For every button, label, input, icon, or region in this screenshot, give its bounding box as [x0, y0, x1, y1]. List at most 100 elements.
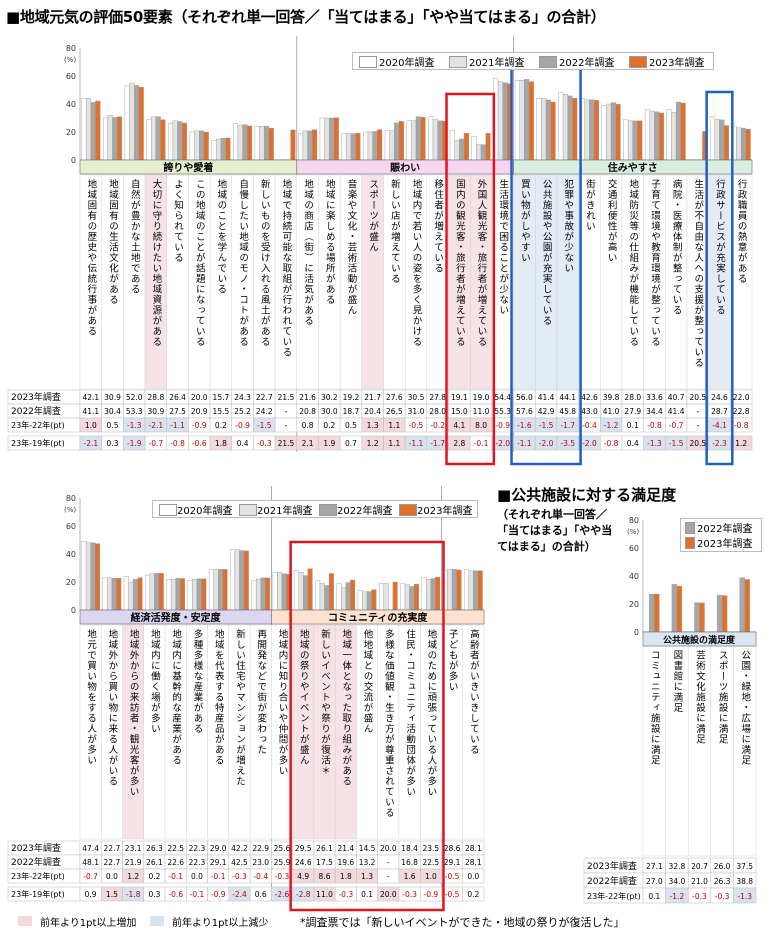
table-value: -0.8 — [604, 439, 619, 448]
main-title: ■地域元気の評価50要素（それぞれ単一回答／「当てはまる」「やや当てはまる」の合… — [6, 8, 606, 26]
bar — [454, 140, 460, 161]
category-label: スポーツ施設に満足 — [717, 650, 729, 745]
table-value: 20.7 — [691, 862, 708, 871]
bar — [675, 101, 681, 161]
bar — [437, 120, 443, 161]
legend-top: 2020年調査 2021年調査 2022年調査 2023年調査 — [352, 52, 714, 70]
bar — [400, 583, 406, 611]
bar — [155, 116, 161, 161]
table-value: 22.3 — [189, 858, 206, 867]
bar — [239, 550, 245, 611]
category-label: 行政サービスが充実している — [714, 178, 726, 315]
table-value: 0.4 — [627, 439, 639, 448]
table-value: -1.2 — [604, 421, 619, 430]
category-label: 地域の祭りやイベントが盛ん — [298, 628, 310, 765]
legend-swatch-2020 — [159, 504, 177, 516]
bar — [307, 130, 313, 161]
table-value: -2.0 — [539, 439, 554, 448]
table-value: - — [387, 872, 390, 881]
category-label: 生活環境で困ることが少ない — [497, 178, 509, 315]
table-value: 47.4 — [82, 844, 99, 853]
bar — [372, 131, 378, 161]
table-value: 42.5 — [231, 858, 248, 867]
y-tick-label: 0 — [71, 156, 76, 165]
table-value: 29.1 — [210, 858, 227, 867]
bar — [736, 127, 742, 161]
bar — [671, 112, 677, 161]
table-value: 57.6 — [516, 407, 533, 416]
bar — [721, 595, 728, 633]
category-label: 自然が豊かな土地である — [129, 178, 141, 294]
row-label: 2023年調査 — [587, 860, 637, 872]
bar — [430, 578, 436, 611]
row-label: 2022年調査 — [587, 875, 637, 887]
public-group-label: 公共施設の満足度 — [663, 634, 736, 646]
bar — [572, 98, 578, 161]
table-value: -0.7 — [149, 439, 164, 448]
bar — [95, 100, 101, 161]
bar — [404, 584, 410, 611]
bar — [739, 577, 745, 633]
bar — [293, 570, 299, 611]
bar — [473, 570, 479, 611]
table-value: 20.8 — [299, 407, 316, 416]
bar — [319, 583, 325, 611]
table-value: 30.0 — [321, 407, 338, 416]
table-value: 34.4 — [646, 407, 663, 416]
table-value: 43.0 — [581, 407, 598, 416]
category-label: 子育て環境や教育環境が整っている — [649, 179, 661, 347]
footnote: *調査票では「新しいイベントができた・地域の祭りが復活した」 — [300, 916, 625, 929]
bar — [366, 591, 372, 611]
y-tick-label: 20 — [629, 600, 639, 609]
category-label: コミュニティ施設に満足 — [649, 650, 661, 766]
table-value: -0.9 — [495, 421, 510, 430]
table-value: 30.2 — [321, 393, 338, 402]
bar — [172, 120, 178, 161]
group-header-label: 経済活発度・安定度 — [131, 611, 222, 624]
row-label: 23年-19年(pt) — [11, 889, 65, 899]
bar — [324, 117, 330, 161]
highlight-box-red — [289, 540, 445, 912]
legend-label-2021: 2021年調査 — [257, 506, 313, 517]
bar — [476, 144, 482, 161]
category-label: 新しい住宅やマンションが増えた — [234, 628, 246, 786]
legend-label-2022: 2022年調査 — [337, 506, 393, 517]
category-label: 子どもが多い — [447, 629, 459, 692]
category-label: 交通利便性が高い — [606, 178, 618, 263]
table-value: -0.3 — [402, 890, 417, 899]
table-value: 22.5 — [422, 858, 439, 867]
table-value: 42.9 — [538, 407, 555, 416]
y-unit-label: (%) — [64, 56, 76, 64]
table-value: 53.3 — [126, 407, 143, 416]
table-value: 21.5 — [278, 439, 295, 448]
bar — [502, 82, 508, 161]
category-label: 地域一体となった取り組みがある — [340, 628, 352, 786]
category-label: 地元で買い物をする人が多い — [85, 628, 97, 765]
table-value: -0.8 — [734, 421, 749, 430]
table-value: 21.7 — [364, 393, 381, 402]
category-label: 音楽や文化・芸術活動が盛ん — [345, 178, 357, 315]
group-header-label: コミュニティの充実度 — [328, 611, 428, 624]
bar — [447, 569, 453, 611]
bar — [218, 569, 223, 611]
y-tick-label: 20 — [66, 578, 76, 587]
category-label: 地域外から買い物に来る人がいる — [106, 628, 118, 786]
bar — [180, 578, 186, 611]
category-label: 多種多様な産業がある — [191, 628, 203, 734]
bar — [615, 104, 621, 161]
table-value: 1.5 — [106, 890, 118, 899]
bar — [225, 137, 231, 161]
category-label: 買い物がしやすい — [519, 179, 531, 263]
bar — [428, 116, 434, 161]
bar — [102, 117, 109, 161]
bar — [160, 119, 166, 161]
table-value: 38.8 — [736, 877, 753, 886]
table-value: 21.9 — [125, 858, 142, 867]
table-value: -1.8 — [126, 890, 141, 899]
bar — [196, 578, 202, 611]
bar — [435, 576, 441, 611]
table-value: 26.1 — [146, 858, 163, 867]
bar — [528, 81, 534, 161]
bar — [355, 132, 361, 161]
bar — [394, 122, 400, 161]
